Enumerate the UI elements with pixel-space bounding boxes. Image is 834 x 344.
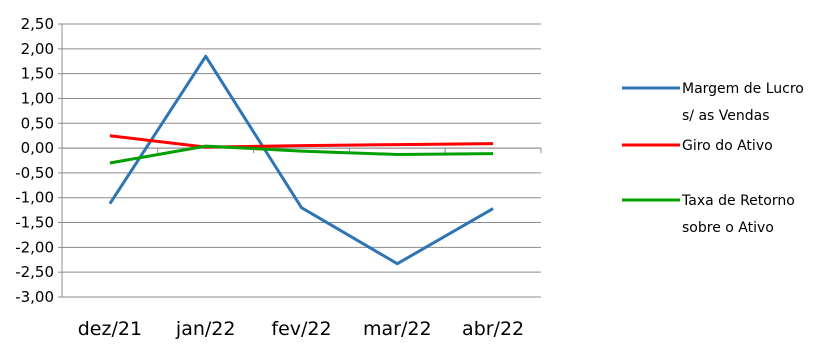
legend-label: Taxa de Retorno: [681, 193, 795, 209]
y-tick-label: 0,50: [21, 114, 54, 132]
x-tick-label: dez/21: [78, 318, 142, 340]
x-tick-label: abr/22: [462, 318, 524, 340]
legend: Margem de Lucro s/ as Vendas Giro do Ativo…: [622, 81, 804, 236]
x-tick-label: jan/22: [175, 318, 236, 340]
y-tick-label: -2,00: [15, 238, 54, 256]
y-tick-label: 1,50: [21, 65, 54, 83]
y-tick-label: -1,50: [15, 214, 54, 232]
legend-label: Margem de Lucro: [682, 81, 804, 97]
x-tick-label: mar/22: [363, 318, 432, 340]
series-line: [109, 144, 494, 165]
x-tick-labels: dez/21 jan/22 fev/22 mar/22 abr/22: [78, 318, 524, 340]
series-line: [109, 134, 494, 149]
y-tick-label: -0,50: [15, 164, 54, 182]
legend-label: s/ as Vendas: [682, 108, 770, 124]
y-tick-labels: 2,50 2,00 1,50 1,00 0,50 0,00 -0,50 -1,00 -1,50 -…: [15, 15, 54, 306]
y-tick-label: 2,50: [21, 15, 54, 33]
legend-label: sobre o Ativo: [682, 220, 774, 236]
series-lines: [108, 54, 494, 266]
axes: [58, 23, 542, 298]
legend-label: Giro do Ativo: [682, 138, 773, 154]
y-tick-label: -3,00: [15, 288, 54, 306]
y-tick-label: -1,00: [15, 189, 54, 207]
y-tick-label: 2,00: [21, 40, 54, 58]
y-tick-label: 0,00: [21, 139, 54, 157]
x-tick-label: fev/22: [271, 318, 331, 340]
y-tick-label: -2,50: [15, 263, 54, 281]
y-tick-label: 1,00: [21, 89, 54, 107]
gridlines: [62, 23, 541, 298]
series-line: [108, 54, 494, 266]
